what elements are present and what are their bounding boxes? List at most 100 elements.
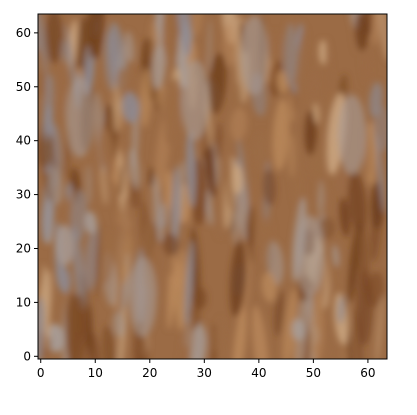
texture-streak [230,239,247,318]
texture-streak [163,169,173,224]
texture-streak [317,217,335,240]
texture-streak [354,308,364,359]
texture-streak [288,134,296,178]
texture-streak [184,240,194,326]
texture-streak [222,22,236,67]
texture-streak [276,70,288,94]
texture-streak [162,14,179,68]
texture-streak [332,244,339,268]
texture-streak [121,92,140,124]
texture-streak [355,14,368,52]
texture-streak [347,222,362,304]
texture-streak [42,74,54,142]
texture-streak [289,91,295,123]
texture-streak [95,222,101,299]
texture-streak [65,24,76,97]
texture-streak [347,169,367,235]
texture-streak [256,216,273,243]
texture-streak [356,269,373,346]
texture-streak [162,232,179,257]
texture-streak [230,107,248,142]
x-tick-label: 20 [142,366,157,380]
texture-streak [215,121,223,160]
texture-streak [45,14,63,64]
texture-streak [205,189,213,226]
texture-streak [86,164,92,205]
texture-streak [87,304,93,359]
texture-streak [140,67,152,128]
texture-streak [167,246,177,330]
texture-streak [263,169,276,207]
texture-streak [233,80,242,110]
texture-streak [128,148,141,190]
texture-streak [121,233,133,281]
texture-streak [75,293,88,359]
texture-streak [48,166,63,205]
texture-streak [88,14,105,60]
texture-streak [362,48,371,84]
texture-streak [283,23,297,87]
texture-streak [318,39,328,65]
texture-streak [325,335,333,359]
x-tick-label: 10 [88,366,103,380]
texture-streak [206,328,220,352]
texture-streak [337,295,346,324]
texture-streak [313,103,320,124]
texture-streak [304,110,317,156]
texture-streak [325,39,334,114]
texture-streak [291,318,306,341]
texture-streak [336,167,350,194]
y-tick-label: 60 [16,26,31,40]
texture-streak [358,222,370,294]
texture-streak [61,40,69,64]
texture-streak [59,62,67,119]
texture-streak [317,181,324,216]
texture-streak [207,19,212,74]
texture-streak [339,197,350,238]
texture-streak [232,205,239,244]
texture-streak [231,165,244,194]
texture-streak [267,31,282,63]
texture-streak [370,14,380,46]
texture-streak [38,132,55,168]
x-tick-label: 0 [37,366,45,380]
y-tick-label: 30 [16,188,31,202]
texture-streak [295,27,306,90]
texture-streak [170,165,180,256]
y-tick-label: 50 [16,80,31,94]
texture-streak [112,311,126,338]
texture-streak [225,139,233,210]
texture-patch [181,60,210,141]
texture-streak [273,289,285,337]
texture-streak [282,288,298,359]
texture-patch [240,15,269,96]
texture-streak [116,196,130,282]
y-tick-label: 40 [16,134,31,148]
texture-streak [191,14,203,37]
x-tick-label: 30 [197,366,212,380]
texture-patch [296,215,325,296]
texture-streak [252,305,269,359]
texture-streak [84,224,100,291]
texture-streak [373,105,387,153]
texture-image [38,14,387,359]
texture-streak [375,295,385,359]
y-tick-label: 10 [16,295,31,309]
texture-streak [148,166,155,188]
texture-patch [65,77,94,158]
texture-streak [376,133,385,214]
texture-streak [375,14,387,62]
texture-streak [70,189,88,242]
texture-streak [186,130,196,208]
texture-streak [191,286,207,310]
y-tick-label: 0 [23,349,31,363]
texture-streak [219,317,226,359]
texture-streak [71,224,86,312]
texture-patch [128,256,157,337]
texture-streak [179,302,195,359]
texture-streak [261,272,277,303]
texture-streak [124,31,135,63]
x-tick-label: 60 [360,366,375,380]
